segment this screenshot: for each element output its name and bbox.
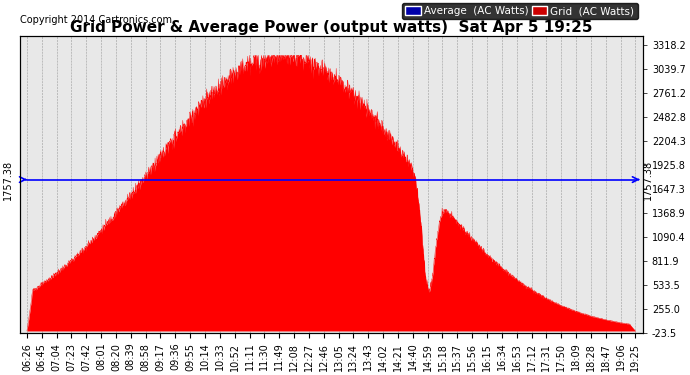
Title: Grid Power & Average Power (output watts)  Sat Apr 5 19:25: Grid Power & Average Power (output watts… [70,20,593,35]
Text: Copyright 2014 Cartronics.com: Copyright 2014 Cartronics.com [19,15,172,25]
Legend: Average  (AC Watts), Grid  (AC Watts): Average (AC Watts), Grid (AC Watts) [402,3,638,20]
Text: 1757.38: 1757.38 [643,159,653,200]
Text: 1757.38: 1757.38 [3,159,13,200]
